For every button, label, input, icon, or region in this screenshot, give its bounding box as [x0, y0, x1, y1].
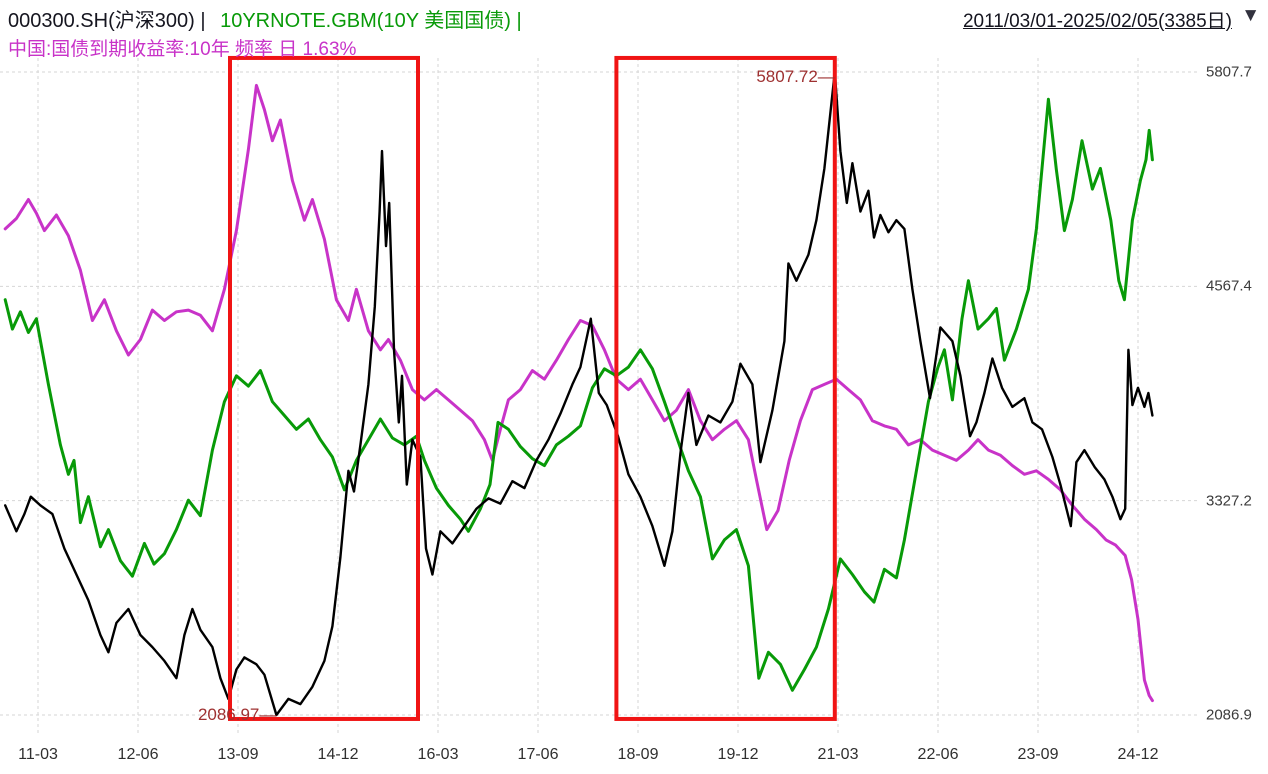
x-axis-label: 24-12 — [1117, 746, 1159, 763]
legend-cn10y[interactable]: 中国:国债到期收益率:10年 频率 日 1.63% — [8, 39, 357, 60]
high-value-label: 5807.72— — [756, 66, 835, 86]
date-range[interactable]: 2011/03/01-2025/02/05(3385日) — [962, 11, 1232, 32]
highlight-box-1 — [228, 55, 420, 721]
legend-csi300[interactable]: 000300.SH(沪深300) | — [8, 10, 206, 32]
highlight-box-2 — [614, 55, 837, 721]
dropdown-icon[interactable]: ▼ — [1241, 5, 1260, 26]
y-axis-label: 2086.9 — [1206, 706, 1252, 724]
series-csi300 — [3, 70, 1154, 717]
x-axis-label: 13-09 — [217, 746, 259, 763]
y-axis-label: 3327.2 — [1206, 492, 1252, 510]
series-cn10y — [3, 83, 1154, 703]
y-axis-label: 4567.4 — [1206, 277, 1252, 295]
x-axis-label: 18-09 — [617, 746, 659, 763]
legend-us10y[interactable]: 10YRNOTE.GBM(10Y 美国国债) | — [220, 10, 522, 32]
x-axis-label: 16-03 — [417, 746, 459, 763]
x-axis-label: 17-06 — [517, 746, 559, 763]
series-us10y — [3, 97, 1154, 692]
y-axis-label: 5807.7 — [1206, 63, 1252, 81]
x-axis-label: 14-12 — [317, 746, 359, 763]
x-axis-label: 19-12 — [717, 746, 759, 763]
low-value-label: 2086.97— — [197, 704, 277, 724]
x-axis-label: 11-03 — [18, 746, 58, 763]
x-axis-label: 22-06 — [917, 746, 959, 763]
x-axis-label: 23-09 — [1017, 746, 1059, 763]
x-axis-label: 21-03 — [817, 746, 859, 763]
x-axis-label: 12-06 — [117, 746, 159, 763]
legend-row: 000300.SH(沪深300) | 10YRNOTE.GBM(10Y 美国国债… — [8, 4, 522, 33]
